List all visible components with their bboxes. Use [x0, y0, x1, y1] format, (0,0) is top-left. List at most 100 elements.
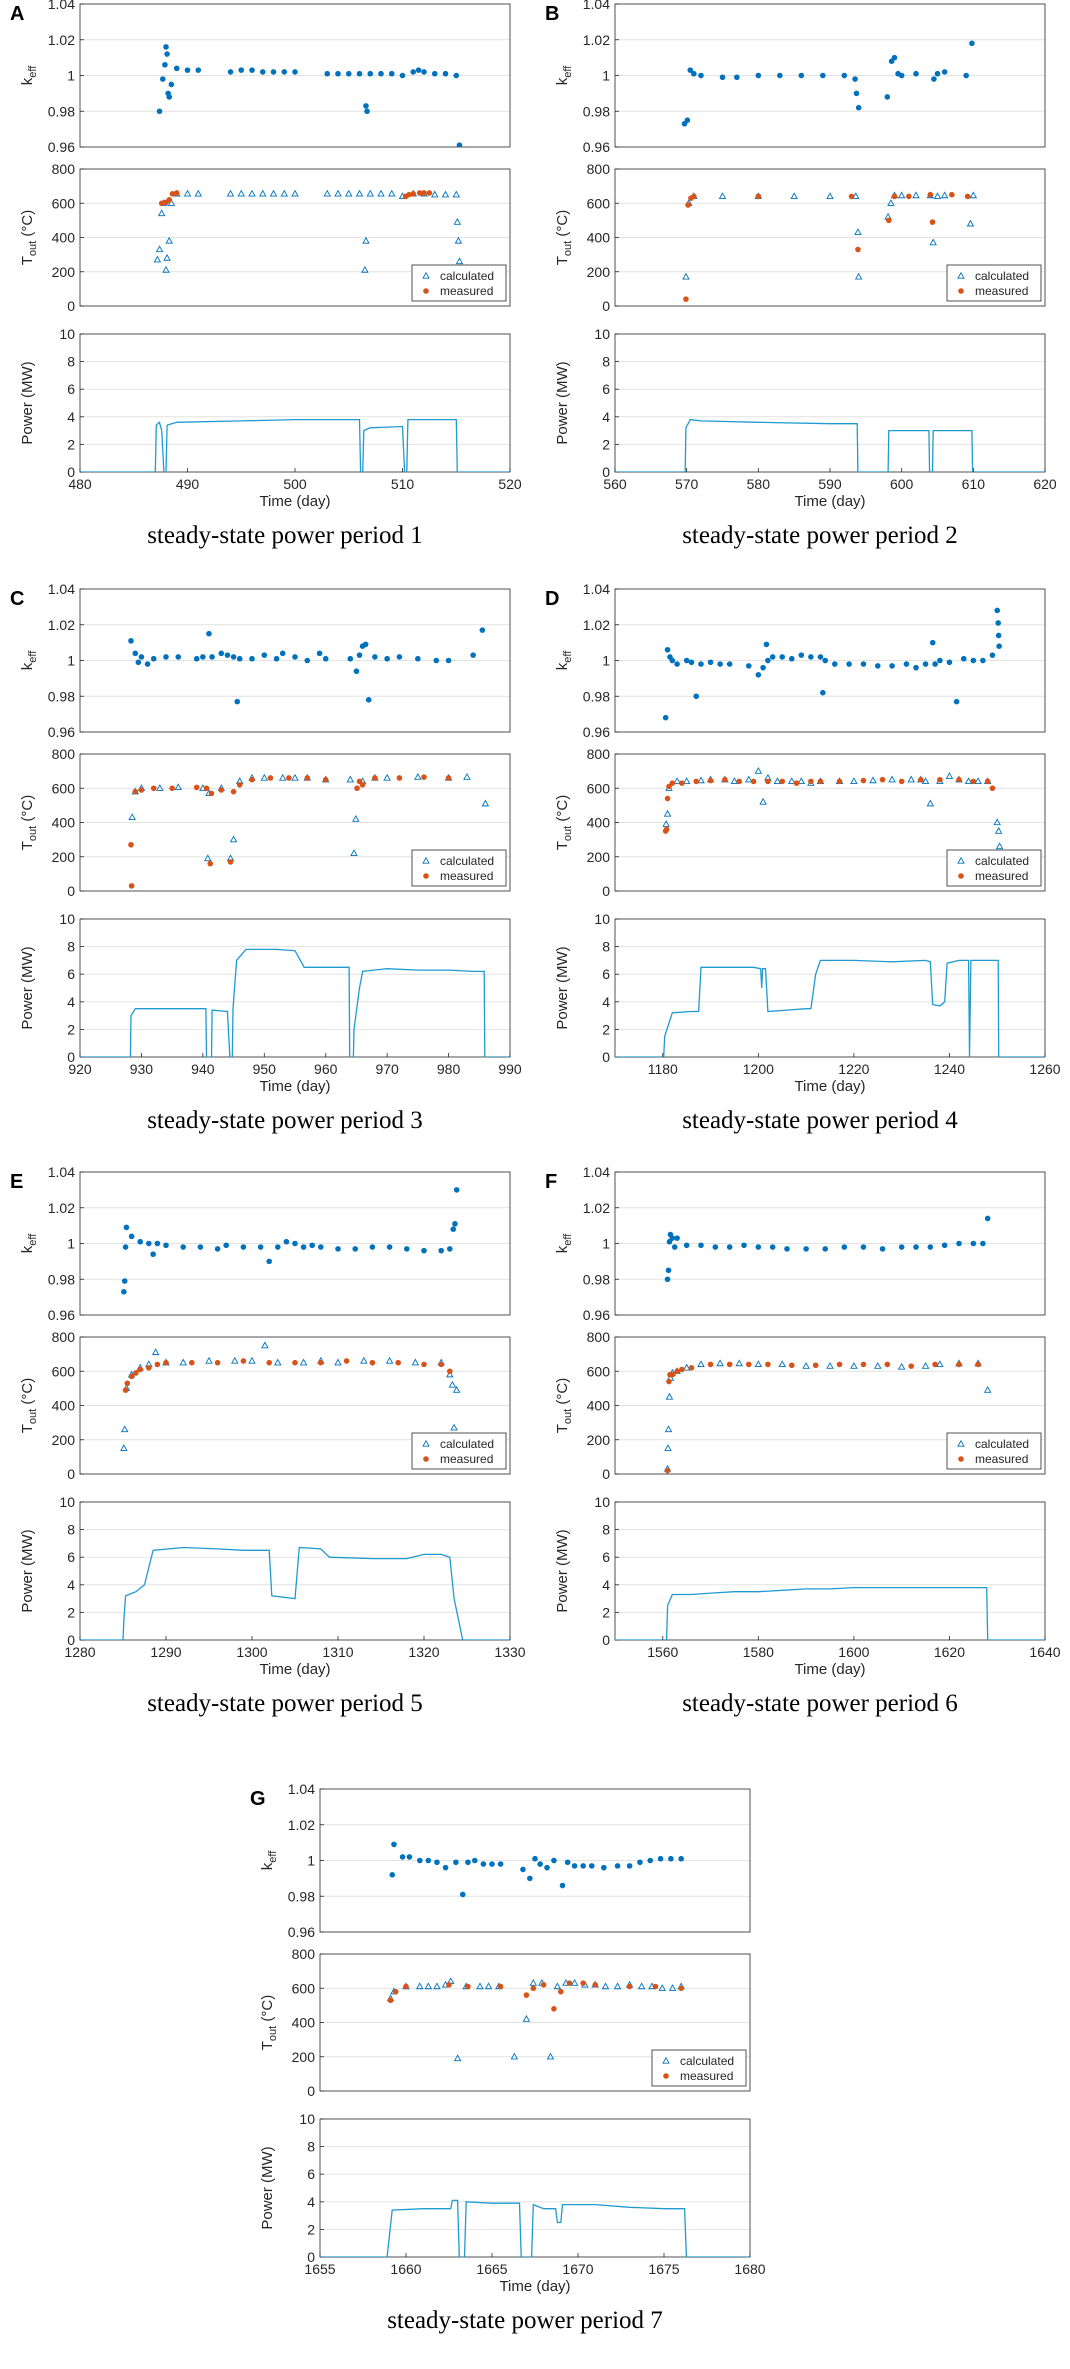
tout-calculated-point — [664, 1444, 672, 1451]
tout-measured-point — [236, 782, 243, 788]
keff-point — [841, 1244, 848, 1250]
tout-calculated-point — [797, 777, 806, 785]
x-tick-label: 580 — [747, 476, 771, 492]
x-axis-label: Time (day) — [794, 1661, 865, 1678]
panel-caption: steady-state power period 4 — [682, 1107, 958, 1134]
tout-calculated-point — [174, 783, 183, 791]
y-tick-label: 400 — [587, 815, 611, 831]
panel-letter: E — [10, 1171, 23, 1193]
y-tick-label: 6 — [67, 1549, 75, 1565]
y-tick-label: 200 — [587, 849, 611, 865]
keff-point — [941, 69, 948, 75]
keff-point — [367, 70, 374, 77]
y-tick-label: 800 — [52, 161, 76, 177]
keff-ylabel: keff — [554, 1233, 574, 1253]
tout-calculated-point — [448, 1380, 457, 1388]
tout-measured-point — [683, 296, 689, 302]
keff-point — [479, 627, 486, 633]
panel-letter: F — [545, 1171, 557, 1193]
keff-plot — [664, 1215, 991, 1283]
keff-point — [559, 1882, 566, 1889]
power-ylabel: Power (MW) — [554, 946, 571, 1029]
panel-caption: steady-state power period 2 — [682, 522, 958, 549]
keff-point — [995, 620, 1001, 626]
legend-box — [411, 849, 507, 887]
y-tick-label: 0 — [67, 1632, 75, 1648]
tout-calculated-point — [662, 820, 670, 827]
x-tick-label: 1600 — [838, 1644, 869, 1660]
y-tick-label: 2 — [307, 2221, 315, 2237]
y-tick-label: 1 — [67, 1236, 75, 1252]
tout-measured-point — [163, 1359, 169, 1366]
y-tick-label: 0.96 — [288, 1924, 315, 1940]
power-plot — [615, 1586, 1045, 1640]
legend-calculated-label: calculated — [975, 854, 1029, 868]
keff-ylabel: keff — [19, 65, 39, 85]
keff-point — [442, 70, 449, 77]
keff-point — [218, 650, 225, 657]
tout-plot — [386, 1977, 685, 2062]
tout-calculated-point — [179, 1358, 187, 1366]
tout-calculated-point — [546, 2052, 555, 2060]
keff-point — [688, 659, 695, 666]
keff-point — [588, 1863, 595, 1869]
x-tick-label: 560 — [603, 476, 627, 492]
tout-calculated-point — [664, 1425, 673, 1433]
keff-point — [391, 1841, 397, 1848]
y-tick-label: 8 — [67, 354, 75, 370]
tout-measured-point — [626, 1983, 633, 1990]
keff-point — [788, 655, 795, 662]
keff-point — [953, 698, 960, 705]
tout-measured-point — [124, 1380, 131, 1387]
tout-measured-point — [403, 1983, 409, 1990]
y-tick-label: 0.98 — [288, 1888, 315, 1904]
keff-point — [230, 654, 237, 660]
legend-measured-marker — [958, 873, 964, 879]
x-tick-label: 980 — [437, 1061, 461, 1077]
x-axis-label: Time (day) — [259, 1078, 330, 1095]
tout-plot — [682, 191, 978, 302]
tout-calculated-point — [205, 1356, 213, 1364]
legend-box — [411, 1432, 507, 1470]
tout-measured-point — [208, 790, 215, 797]
y-tick-label: 1.02 — [583, 1200, 610, 1216]
x-tick-label: 1320 — [408, 1644, 439, 1660]
x-tick-label: 1180 — [648, 1061, 678, 1077]
y-tick-label: 1.02 — [583, 32, 610, 48]
tout-calculated-point — [897, 1362, 906, 1370]
tout-measured-point — [266, 1359, 273, 1366]
tout-calculated-point — [921, 1361, 930, 1369]
keff-point — [175, 654, 182, 660]
keff-point — [741, 1242, 747, 1249]
power-plot — [80, 1546, 510, 1640]
keff-point — [335, 1246, 341, 1252]
tout-calculated-point — [323, 189, 332, 197]
chart-panel-b: B 0.96 0.98 1 1.02 1.04 keff 0 200 400 600 800 Tout … — [545, 0, 1057, 549]
keff-point — [831, 661, 838, 667]
tout-measured-point — [392, 1988, 399, 1995]
panel-caption: steady-state power period 5 — [147, 1690, 423, 1717]
power-frame — [614, 918, 1046, 1058]
keff-point — [378, 70, 384, 77]
keff-point — [445, 657, 452, 664]
tout-measured-point — [128, 841, 134, 848]
keff-point — [281, 69, 288, 75]
tout-measured-point — [446, 1982, 452, 1988]
tout-calculated-point — [682, 777, 691, 785]
power-plot — [615, 959, 1045, 1057]
tout-measured-point — [666, 1378, 672, 1385]
keff-point — [146, 1240, 152, 1247]
keff-point — [755, 672, 762, 678]
keff-point — [396, 654, 403, 660]
y-tick-label: 0.98 — [48, 1271, 75, 1287]
tout-measured-point — [128, 883, 135, 889]
tout-measured-point — [956, 1361, 962, 1368]
y-tick-label: 1 — [67, 653, 75, 669]
tout-measured-point — [836, 1361, 843, 1368]
keff-plot — [662, 607, 1002, 721]
keff-point — [122, 1244, 129, 1250]
tout-calculated-point — [570, 1978, 579, 1986]
power-plot — [80, 418, 510, 472]
keff-point — [309, 1242, 316, 1249]
y-tick-label: 200 — [52, 264, 76, 280]
